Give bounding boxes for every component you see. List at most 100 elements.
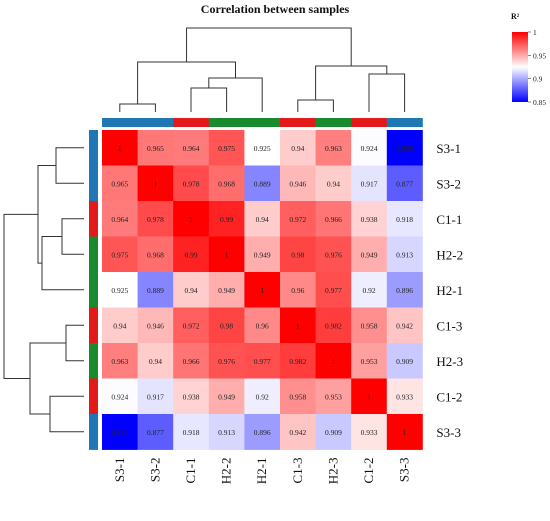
cell-value: 0.949 — [218, 286, 235, 295]
cell-value: 0.94 — [149, 357, 162, 366]
cell-value: 0.896 — [396, 286, 413, 295]
cell-value: 0.968 — [147, 250, 164, 259]
legend-title: R² — [511, 12, 520, 21]
dendrogram-branch — [3, 213, 38, 379]
heatmap-cell — [208, 236, 245, 273]
cell-value: 0.978 — [147, 215, 164, 224]
cell-value: 0.913 — [218, 428, 235, 437]
column-label: C1-2 — [361, 458, 376, 484]
heatmap-cell — [244, 307, 281, 344]
row-label: S3-1 — [436, 141, 461, 156]
heatmap-cell — [137, 165, 174, 202]
column-label: H2-2 — [219, 458, 234, 485]
dendrogram-branch — [208, 77, 263, 112]
heatmap-cell — [208, 201, 245, 237]
cell-value: 0.982 — [325, 321, 342, 330]
heatmap-cell — [244, 272, 281, 308]
heatmap-cell — [102, 414, 138, 450]
row-group-bar — [89, 130, 98, 166]
dendrogram-branch — [29, 342, 66, 415]
heatmap-cell — [244, 378, 281, 415]
row-group-bar — [89, 236, 98, 273]
column-label: C1-1 — [183, 458, 198, 484]
cell-value: 0.975 — [218, 144, 235, 153]
cell-value: 0.925 — [111, 286, 128, 295]
column-label: H2-1 — [254, 458, 269, 485]
cell-value: 0.877 — [147, 428, 164, 437]
heatmap-cell — [315, 236, 352, 273]
heatmap-cell — [351, 272, 388, 308]
heatmap-cell — [351, 414, 388, 450]
heatmap-cell — [280, 165, 316, 202]
heatmap-cell — [137, 378, 174, 415]
legend-tick-label: 1 — [533, 28, 537, 37]
heatmap-cell — [208, 378, 245, 415]
cell-value: 0.938 — [361, 215, 378, 224]
dendrogram-branch — [137, 61, 236, 104]
heatmap-cell — [137, 236, 174, 273]
row-group-bar — [89, 201, 98, 237]
heatmap-cell — [351, 236, 388, 273]
heatmap-cell — [137, 307, 174, 344]
cell-value: 0.975 — [111, 250, 128, 259]
cell-value: 0.958 — [289, 392, 306, 401]
legend-tick-label: 0.9 — [533, 75, 543, 84]
legend-tick-label: 0.85 — [533, 98, 546, 107]
cell-value: 0.977 — [325, 286, 342, 295]
row-label: C1-3 — [436, 318, 462, 333]
heatmap-cell — [280, 414, 316, 450]
cell-value: 0.99 — [184, 250, 197, 259]
cell-value: 1 — [189, 215, 193, 224]
heatmap-cell — [386, 272, 423, 308]
cell-value: 0.966 — [183, 357, 200, 366]
heatmap-cell — [280, 307, 316, 344]
cell-value: 0.909 — [325, 428, 342, 437]
cell-value: 0.889 — [254, 179, 271, 188]
cell-value: 0.942 — [289, 428, 306, 437]
cell-value: 0.917 — [147, 392, 164, 401]
heatmap-cell — [280, 130, 316, 166]
dendrogram-branch — [55, 147, 84, 184]
heatmap-cell — [173, 272, 210, 308]
cell-value: 0.933 — [361, 428, 378, 437]
row-label: S3-3 — [436, 425, 461, 440]
cell-value: 0.965 — [147, 144, 164, 153]
cell-value: 0.96 — [256, 321, 269, 330]
cell-value: 0.953 — [361, 357, 378, 366]
cell-value: 0.977 — [254, 357, 271, 366]
heatmap-cell — [102, 236, 138, 273]
cell-value: 1 — [403, 428, 407, 437]
cell-value: 0.92 — [256, 392, 269, 401]
dendrogram-branch — [61, 218, 84, 255]
heatmap-cell — [102, 378, 138, 415]
heatmap-cell — [173, 307, 210, 344]
dendrogram-branch — [186, 27, 352, 66]
heatmap-cell — [208, 165, 245, 202]
cell-value: 0.917 — [361, 179, 378, 188]
cell-value: 0.949 — [218, 392, 235, 401]
column-group-bar — [208, 118, 245, 127]
dendrogram-branch — [37, 165, 56, 264]
cell-value: 0.968 — [218, 179, 235, 188]
cell-value: 0.949 — [361, 250, 378, 259]
column-label: C1-3 — [290, 458, 305, 484]
heatmap-cell — [386, 201, 423, 237]
heatmap-cell — [280, 236, 316, 273]
heatmap-cell — [102, 130, 138, 166]
dendrogram-branch — [65, 324, 84, 362]
cell-value: 0.963 — [111, 357, 128, 366]
column-group-bar — [244, 118, 281, 127]
dendrogram-branch — [368, 73, 406, 112]
dendrogram-branch — [190, 87, 228, 112]
cell-value: 0.924 — [111, 392, 128, 401]
row-group-bar — [89, 165, 98, 202]
heatmap-cell — [173, 414, 210, 450]
cell-value: 0.972 — [289, 215, 306, 224]
heatmap-cell — [244, 130, 281, 166]
cell-value: 1 — [154, 179, 158, 188]
cell-value: 0.909 — [396, 357, 413, 366]
cell-value: 0.953 — [325, 392, 342, 401]
cell-value: 0.94 — [327, 179, 340, 188]
heatmap-cell — [173, 165, 210, 202]
